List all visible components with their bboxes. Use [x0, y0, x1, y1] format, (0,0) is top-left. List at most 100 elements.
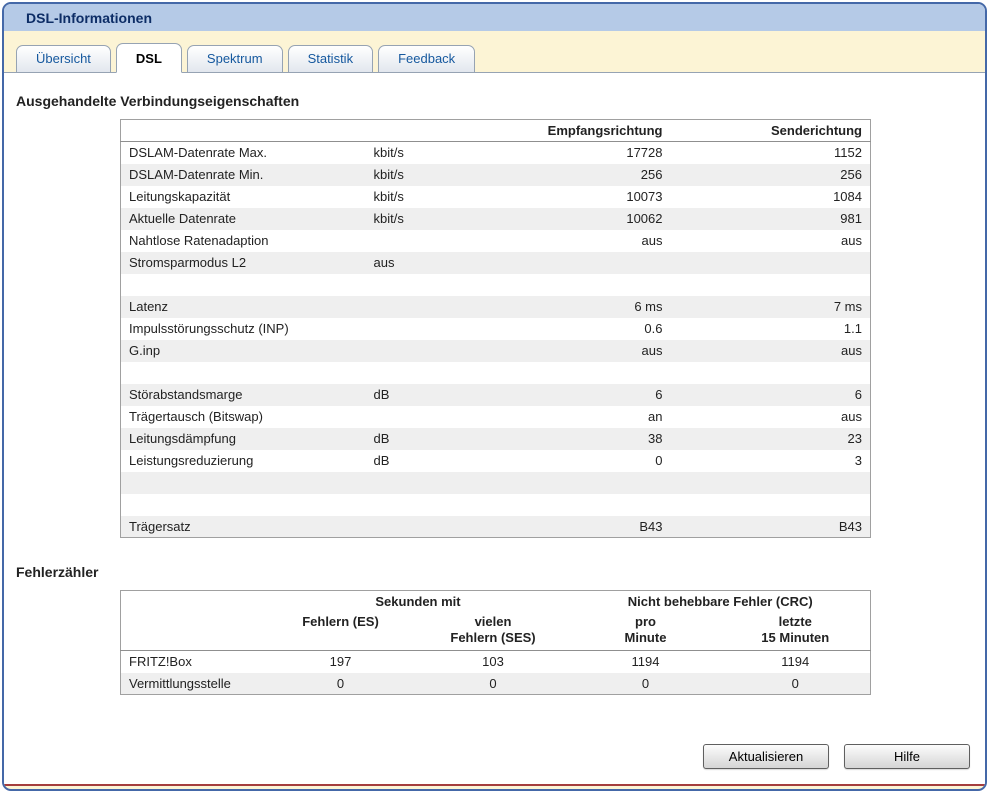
- error-subheader-row: Fehlern (ES) vielen Fehlern (SES) pro Mi…: [120, 612, 871, 651]
- table-cell: [366, 494, 486, 516]
- header-cell-ses: vielen Fehlern (SES): [415, 612, 571, 651]
- table-row: [121, 274, 871, 296]
- table-cell: Aktuelle Datenrate: [120, 207, 366, 230]
- window-title-bar: DSL-Informationen: [4, 4, 985, 31]
- table-cell: Impulsstörungsschutz (INP): [129, 321, 289, 336]
- table-cell: 0: [655, 453, 663, 468]
- table-cell: 10073: [626, 189, 663, 204]
- help-button[interactable]: Hilfe: [844, 744, 970, 769]
- table-cell: aus: [485, 339, 671, 362]
- table-row: Impulsstörungsschutz (INP) 0.6 1.1: [121, 318, 871, 340]
- table-cell: DSLAM-Datenrate Max.: [129, 145, 267, 161]
- table-cell: [366, 362, 486, 384]
- table-cell: 981: [670, 207, 871, 230]
- table-row: DSLAM-Datenrate Max. kbit/s 17728 1152: [121, 142, 871, 164]
- table-cell: [120, 471, 366, 494]
- table-cell: an: [648, 409, 663, 424]
- table-row: [121, 494, 871, 516]
- table-cell: [671, 494, 871, 516]
- header-cell-empty: [120, 119, 366, 142]
- table-cell: 256: [485, 163, 671, 186]
- header-cell-empty: [121, 591, 266, 613]
- table-cell: Leistungsreduzierung: [129, 453, 254, 468]
- table-cell: G.inp: [120, 339, 366, 362]
- table-cell: 1.1: [843, 321, 862, 336]
- table-cell: [670, 471, 871, 494]
- table-cell: 6: [485, 383, 671, 406]
- table-cell: Leitungsdämpfung: [120, 427, 366, 450]
- header-cell-senderichtung: Senderichtung: [670, 119, 871, 142]
- header-cell-per-minute: pro Minute: [570, 612, 721, 651]
- table-cell: aus: [670, 339, 871, 362]
- table-cell: [485, 251, 671, 274]
- table-row: Leitungsdämpfung dB 38 23: [120, 427, 871, 450]
- tab-dsl[interactable]: DSL: [115, 43, 182, 73]
- group-header-crc: Nicht behebbare Fehler (CRC): [627, 594, 813, 610]
- table-cell: aus: [641, 233, 663, 248]
- header-cell-es: Fehlern (ES): [265, 612, 416, 651]
- table-row: G.inp aus aus: [120, 339, 871, 362]
- table-row: Trägertausch (Bitswap) an aus: [121, 406, 871, 428]
- table-cell: Trägertausch (Bitswap): [129, 409, 263, 424]
- table-cell: 0: [720, 672, 871, 695]
- connection-table-body: DSLAM-Datenrate Max. kbit/s 17728 1152 DSLAM…: [120, 142, 871, 538]
- tab-statistik[interactable]: Statistik: [287, 45, 374, 73]
- table-cell: DSLAM-Datenrate Min.: [120, 163, 366, 186]
- table-cell: [366, 230, 486, 252]
- table-cell: 6: [670, 383, 871, 406]
- table-row: [121, 362, 871, 384]
- table-cell: [486, 362, 671, 384]
- table-cell: Störabstandsmarge: [120, 383, 366, 406]
- table-cell: 1084: [833, 189, 862, 204]
- table-cell: Latenz: [120, 295, 366, 318]
- table-cell: Vermittlungsstelle: [120, 672, 266, 695]
- table-cell: 0: [570, 672, 721, 695]
- table-row: Stromsparmodus L2 aus: [120, 251, 871, 274]
- table-row: FRITZ!Box 197 103 1194 1194: [121, 651, 871, 673]
- button-row: Aktualisieren Hilfe: [703, 744, 970, 769]
- table-cell: 256: [670, 163, 871, 186]
- table-cell: kbit/s: [365, 207, 486, 230]
- tab-bar: Übersicht DSL Spektrum Statistik Feedbac…: [4, 31, 985, 73]
- table-cell: [670, 251, 871, 274]
- table-row: Aktuelle Datenrate kbit/s 10062 981: [120, 207, 871, 230]
- table-cell: [366, 318, 486, 340]
- table-cell: 38: [485, 427, 671, 450]
- error-counter-table: Sekunden mit Nicht behebbare Fehler (CRC…: [120, 590, 872, 695]
- content-panel: Ausgehandelte Verbindungseigenschaften E…: [4, 72, 985, 786]
- table-cell: [366, 274, 486, 296]
- table-cell: 1194: [781, 654, 810, 670]
- table-cell: [486, 274, 671, 296]
- table-cell: [121, 494, 366, 516]
- table-row: DSLAM-Datenrate Min. kbit/s 256 256: [120, 163, 871, 186]
- table-row: Störabstandsmarge dB 6 6: [120, 383, 871, 406]
- section-title-connection: Ausgehandelte Verbindungseigenschaften: [16, 93, 300, 109]
- table-cell: aus: [365, 251, 486, 274]
- table-cell: [485, 471, 671, 494]
- header-cell-last-15: letzte 15 Minuten: [720, 612, 871, 651]
- table-cell: [486, 494, 671, 516]
- table-cell: 197: [329, 654, 352, 670]
- table-cell: 6 ms: [485, 295, 671, 318]
- table-row: Leitungskapazität kbit/s 10073 1084: [121, 186, 871, 208]
- table-cell: [121, 274, 366, 296]
- tab-spektrum[interactable]: Spektrum: [186, 45, 283, 73]
- table-cell: dB: [365, 383, 486, 406]
- table-cell: kbit/s: [373, 145, 404, 161]
- refresh-button[interactable]: Aktualisieren: [703, 744, 829, 769]
- error-group-header-row: Sekunden mit Nicht behebbare Fehler (CRC…: [121, 591, 871, 613]
- table-cell: 7 ms: [670, 295, 871, 318]
- table-cell: 3: [854, 453, 862, 468]
- tab-feedback[interactable]: Feedback: [378, 45, 476, 73]
- header-cell-empty: [365, 119, 486, 142]
- table-cell: 1194: [631, 654, 660, 670]
- table-cell: [366, 406, 486, 428]
- table-cell: aus: [841, 233, 862, 248]
- table-cell: 10062: [485, 207, 671, 230]
- table-row: Latenz 6 ms 7 ms: [120, 295, 871, 318]
- table-cell: FRITZ!Box: [129, 654, 192, 670]
- tab-uebersicht[interactable]: Übersicht: [16, 45, 111, 73]
- table-cell: [365, 295, 486, 318]
- table-cell: dB: [365, 427, 486, 450]
